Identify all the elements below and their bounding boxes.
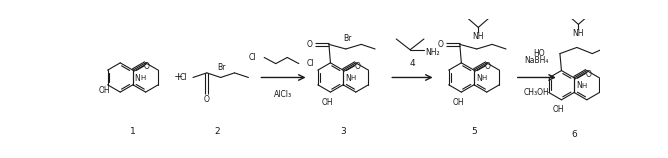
Text: OH: OH <box>552 105 564 114</box>
Text: O: O <box>485 62 491 71</box>
Text: N: N <box>476 74 482 83</box>
Text: 5: 5 <box>471 127 477 136</box>
Text: Br: Br <box>343 34 351 43</box>
Text: 6: 6 <box>571 130 577 139</box>
Text: NH: NH <box>572 29 584 38</box>
Text: H: H <box>140 75 146 81</box>
Text: AlCl₃: AlCl₃ <box>275 90 293 99</box>
Text: O: O <box>307 40 313 49</box>
Text: OH: OH <box>321 98 333 107</box>
Text: H: H <box>482 75 487 81</box>
Text: NH: NH <box>472 32 484 41</box>
Text: NaBH₄: NaBH₄ <box>524 56 549 65</box>
Text: N: N <box>576 82 582 90</box>
Text: H: H <box>351 75 356 81</box>
Text: O: O <box>204 94 210 103</box>
Text: N: N <box>345 74 351 83</box>
Text: H: H <box>582 83 587 89</box>
Text: 3: 3 <box>340 127 346 136</box>
Text: +: + <box>174 73 183 82</box>
Text: O: O <box>438 40 444 49</box>
Text: O: O <box>585 70 591 79</box>
Text: CH₃OH: CH₃OH <box>524 88 550 97</box>
Text: N: N <box>135 74 140 83</box>
Text: OH: OH <box>452 98 464 107</box>
Text: 4: 4 <box>409 59 415 68</box>
Text: O: O <box>354 62 360 71</box>
Text: NH₂: NH₂ <box>426 48 440 57</box>
Text: 1: 1 <box>130 127 136 136</box>
Text: OH: OH <box>99 86 110 95</box>
Text: Cl: Cl <box>179 73 187 82</box>
Text: Cl: Cl <box>307 59 314 68</box>
Text: HO: HO <box>533 49 544 58</box>
Text: O: O <box>144 62 150 71</box>
Text: 2: 2 <box>215 127 220 136</box>
Text: Br: Br <box>217 63 226 72</box>
Text: Cl: Cl <box>249 53 257 62</box>
